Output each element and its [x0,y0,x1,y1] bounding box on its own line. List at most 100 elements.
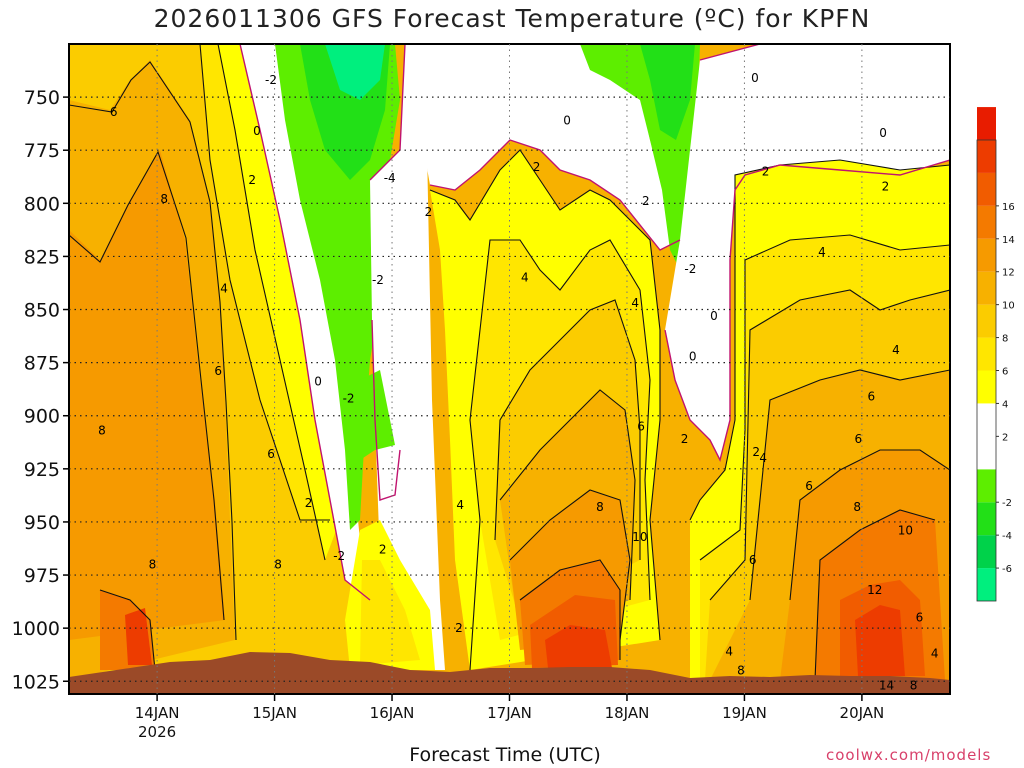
band-8-10-left [69,150,225,640]
colorbar-label: -2 [1002,498,1012,509]
colorbar-swatch [977,502,996,536]
colorbar-swatch [977,403,996,437]
contour-label: -2 [372,273,384,287]
isotherm-10-left [99,589,156,671]
x-tick-label: 18JAN [605,704,650,722]
contour-label: 14 [879,679,894,693]
contour-label: 6 [267,447,275,461]
isotherm-12-right [814,509,936,681]
contour-lines [69,44,950,681]
contour-label: -2 [265,73,277,87]
colorbar-swatch [977,172,996,206]
colorbar-label: 12 [1002,268,1015,279]
y-tick-label: 775 [24,140,60,162]
band-cold-green [275,44,400,530]
y-tick-label: 800 [24,193,60,215]
x-tick-label: 17JAN [487,704,532,722]
freezing-line-18-19jan [664,159,950,463]
contour-label: 2 [379,543,387,557]
isotherm-2-right [689,159,950,521]
colorbar-label: 10 [1002,301,1015,312]
colorbar: 16 14 12 10 8 6 4 2 -2 -4 -6 [976,107,1015,602]
colorbar-swatch [977,370,996,404]
band-14-left [125,608,152,665]
contour-label: 0 [253,124,261,138]
contour-label: 8 [596,500,604,514]
isotherm-8-central [499,389,636,601]
contour-label: 0 [751,71,759,85]
band-16-18-central [545,625,612,668]
colorbar-swatch [977,436,996,470]
contour-label: 2 [248,173,256,187]
contour-label: 8 [274,557,282,571]
x-tick-label: 14JAN [135,704,180,722]
colorbar-label: -4 [1002,531,1012,542]
isotherm-4-central [469,239,651,671]
contour-label: 0 [689,349,697,363]
y-tick-label: 950 [24,512,60,534]
contour-label: 4 [931,647,939,661]
contour-label: 6 [110,105,118,119]
contour-label: 0 [563,113,571,127]
freezing-lines [239,44,950,601]
x-tick-label: 15JAN [252,704,297,722]
y-tick-label: 1000 [12,618,60,640]
contour-label: 2 [681,432,689,446]
x-tick-label: 19JAN [722,704,767,722]
x-tick-label: 20JAN [840,704,885,722]
band-white-17-18jan [405,44,680,250]
contour-label: 12 [867,583,882,597]
isotherm-4-right [699,234,950,561]
band-cold-core [325,44,385,100]
source-credit[interactable]: coolwx.com/models [826,746,992,764]
y-tick-label: 850 [24,300,60,322]
freezing-line-15jan [239,44,371,601]
y-tick-label: 825 [24,246,60,268]
contour-label: 10 [632,530,647,544]
colorbar-swatch [977,568,996,601]
isotherm-6-central [494,299,641,560]
contour-label: -2 [343,392,355,406]
freezing-line-16jan-low [371,319,401,501]
contour-label: -4 [384,171,396,185]
chart-title: 2026011306 GFS Forecast Temperature (ºC)… [153,4,871,33]
colorbar-swatch [977,304,996,338]
isotherm-4-left [199,44,330,521]
contour-label: 2 [762,164,770,178]
contour-label: 8 [853,500,861,514]
colorbar-swatch [977,238,996,272]
isotherm-8-right [749,369,950,601]
x-tick-sublabel: 2026 [138,723,176,741]
isotherm-10-central [509,489,631,641]
isotherm-2-central [429,149,661,641]
contour-label: 8 [910,679,918,693]
contour-label: -2 [333,549,345,563]
colorbar-swatch [977,337,996,371]
freezing-line-upper-right [699,44,761,61]
contour-label: 8 [737,664,745,678]
colorbar-label: 4 [1002,399,1008,410]
contour-label: 4 [892,343,900,357]
contour-label: 4 [521,271,529,285]
contour-label: 0 [710,309,718,323]
band-cold-18jan-core [640,44,695,140]
contour-label: 6 [749,553,757,567]
contour-label: 2 [642,194,650,208]
contour-label: 4 [631,296,639,310]
colorbar-swatch [977,205,996,239]
contour-label: 6 [805,479,813,493]
y-tick-label: 750 [24,87,60,109]
isotherm-6-left [69,61,237,641]
contour-label: 6 [855,432,863,446]
contour-label: 8 [160,192,168,206]
y-tick-label: 975 [24,565,60,587]
terrain-ground [69,652,950,694]
colorbar-label: 14 [1002,235,1015,246]
band-4-6-16jan-low [360,560,420,665]
contour-label: 0 [314,375,322,389]
contour-label: 0 [879,126,887,140]
contour-label: -2 [684,262,696,276]
contour-label: 6 [916,611,924,625]
band-white-16jan [370,44,445,670]
